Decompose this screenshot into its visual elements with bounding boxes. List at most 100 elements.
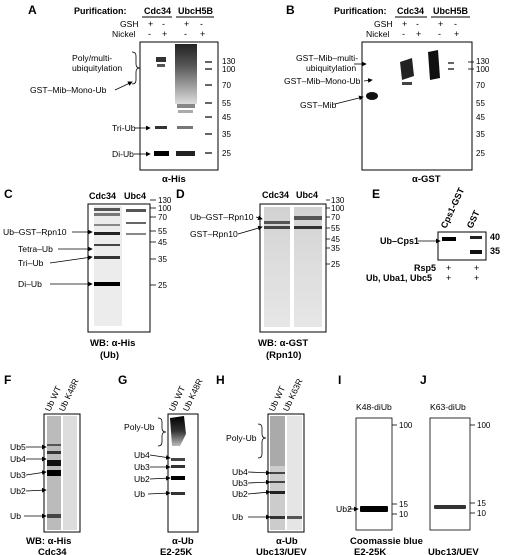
panel-h-letter: H [216, 373, 225, 387]
panel-f-lane-bg [63, 416, 77, 530]
panel-j-blot [429, 417, 471, 531]
panel-c-band [126, 209, 146, 212]
panel-h-bracket [257, 423, 267, 459]
panel-j-enzyme: Ubc13/UEV [428, 547, 479, 555]
panel-i-blot [355, 417, 393, 531]
panel-e-row-ub: Ub, Uba1, Ubc5 [366, 273, 432, 283]
panel-j-letter: J [420, 373, 427, 387]
panel-e-label-ub-cps1: Ub–Cps1 [380, 236, 419, 246]
panel-g-caption: α-Ub [172, 536, 194, 547]
panel-f-band [47, 460, 61, 466]
panel-a-arrow [114, 81, 133, 91]
panel-a-letter: A [28, 3, 37, 17]
panel-a-marker: 35 [222, 130, 231, 139]
panel-i-marker: 100 [399, 421, 413, 430]
panel-c-label-di: Di–Ub [18, 279, 42, 289]
panel-b: B Purification: Cdc34 UbcH5B GSH Nickel … [284, 3, 490, 185]
panel-e-sign: + [474, 263, 479, 273]
panel-g-label-ub: Ub [134, 489, 145, 499]
panel-h-caption: α-Ub [276, 536, 298, 547]
panel-a-band [178, 110, 193, 113]
panel-a-sign: - [162, 19, 165, 29]
panel-a-sign: + [184, 19, 189, 29]
panel-d-lane-bg [294, 207, 322, 327]
panel-g-arrow [149, 454, 171, 460]
panel-a-marker: 70 [222, 81, 231, 90]
panel-h-band [270, 481, 285, 483]
panel-c-label-tetra: Tetra–Ub [18, 244, 53, 254]
panel-b-marker: 25 [476, 149, 485, 158]
panel-f-band [47, 470, 61, 476]
panel-a-band [154, 151, 169, 156]
panel-c-band [94, 208, 120, 211]
panel-a-sign: + [162, 29, 167, 39]
panel-c-band [94, 282, 120, 286]
panel-i-marker: 15 [399, 500, 408, 509]
panel-h-band [270, 491, 285, 494]
panel-c-band [126, 233, 146, 235]
panel-b-label-mono: GST–Mib–Mono-Ub [284, 76, 361, 86]
panel-b-marker: 130 [476, 57, 490, 66]
panel-a-label-di: Di-Ub [112, 149, 134, 159]
panel-a-caption: α-His [162, 174, 186, 185]
panel-a-row-gsh: GSH [120, 19, 139, 29]
panel-c-marker: 55 [158, 227, 167, 236]
panel-b-enzyme-1: Cdc34 [397, 6, 424, 16]
panel-g-smear [170, 416, 186, 446]
panel-b-sign: + [454, 29, 459, 39]
panel-a-sign: + [148, 19, 153, 29]
panel-f-band [47, 444, 61, 446]
panel-e-lane-1: Cps1-GST [439, 186, 467, 230]
panel-c: C Cdc34 Ubc4 Ub–GST–Rpn10 Tetra–Ub Tri–U… [3, 187, 172, 361]
panel-a-sign: + [200, 29, 205, 39]
panel-e-row-rsp5: Rsp5 [414, 263, 436, 273]
panel-b-marker-band [448, 68, 454, 70]
panel-a-band [155, 126, 167, 129]
panel-f-label-ub5: Ub5 [10, 442, 26, 452]
panel-h-label-ub: Ub [232, 512, 243, 522]
panel-g-lane-2: Ub K48R [181, 377, 205, 413]
panel-f-label-ub3: Ub3 [10, 470, 26, 480]
panel-d-arrow [237, 225, 263, 235]
panel-a-band [157, 64, 165, 67]
panel-a-label-poly: Poly/multi- [72, 53, 112, 63]
panel-b-row-nickel: Nickel [366, 29, 389, 39]
panel-a-purification-label: Purification: [74, 6, 127, 16]
panel-j-marker: 100 [477, 421, 491, 430]
panel-j-title: K63-diUb [430, 402, 466, 412]
panel-f-band [47, 514, 61, 518]
panel-d-arrow [255, 215, 263, 221]
panel-i-enzyme: E2-25K [354, 547, 386, 555]
panel-h-band [270, 472, 285, 474]
panel-b-caption: α-GST [412, 174, 441, 185]
panel-b-sign: - [402, 29, 405, 39]
panel-h-lane-bg [287, 416, 302, 530]
panel-b-band [402, 82, 412, 85]
panel-j-band [434, 505, 466, 509]
panel-b-blot [361, 41, 473, 171]
panel-a-sign: - [148, 29, 151, 39]
panel-j-marker: 15 [477, 499, 486, 508]
panel-d-marker: 55 [331, 224, 340, 233]
panel-i-caption: Coomassie blue [350, 536, 423, 547]
panel-c-letter: C [4, 187, 13, 201]
panel-d-marker: 100 [331, 204, 345, 213]
panel-a-marker: 25 [222, 149, 231, 158]
panel-c-marker: 35 [158, 255, 167, 264]
panel-f-label-ub: Ub [10, 511, 21, 521]
panel-h-label-poly: Poly-Ub [226, 433, 257, 443]
panel-d-band [294, 226, 322, 229]
panel-b-sign: + [438, 19, 443, 29]
panel-e-sign: + [474, 273, 479, 283]
panel-d-marker: 70 [331, 213, 340, 222]
panel-j: J K63-diUb 100 15 10 Ubc13/UEV [420, 373, 491, 555]
panel-b-marker: 70 [476, 81, 485, 90]
panel-h-lane-2: Ub K63R [281, 377, 305, 413]
panel-h: H Ub WT Ub K63R Poly-Ub Ub4 Ub3 Ub2 Ub α… [216, 373, 307, 555]
panel-h-label-ub3: Ub3 [232, 478, 248, 488]
panel-b-sign: - [454, 19, 457, 29]
panel-e-marker: 35 [490, 246, 500, 256]
panel-e-band [470, 250, 482, 254]
panel-h-label-ub4: Ub4 [232, 467, 248, 477]
